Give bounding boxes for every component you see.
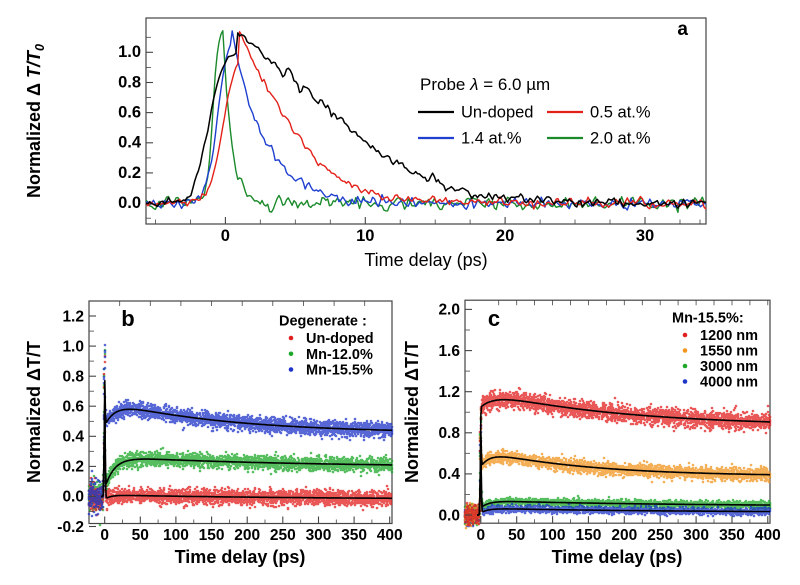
svg-text:Normalized ΔT/T: Normalized ΔT/T xyxy=(402,341,422,483)
svg-text:150: 150 xyxy=(199,527,225,544)
svg-text:1.2: 1.2 xyxy=(62,308,84,325)
svg-text:0.5 at.%: 0.5 at.% xyxy=(590,104,651,122)
svg-text:Un-doped: Un-doped xyxy=(306,331,374,347)
svg-text:0.8: 0.8 xyxy=(62,369,84,386)
svg-text:150: 150 xyxy=(575,527,601,544)
svg-text:0.2: 0.2 xyxy=(118,164,141,182)
svg-text:Mn-15.5%: Mn-15.5% xyxy=(306,363,373,379)
svg-text:30: 30 xyxy=(636,227,654,245)
svg-text:0.8: 0.8 xyxy=(118,73,141,91)
svg-text:Un-doped: Un-doped xyxy=(461,104,533,122)
svg-text:3000 nm: 3000 nm xyxy=(700,359,758,375)
svg-text:Normalized ΔT/T: Normalized ΔT/T xyxy=(24,341,44,483)
svg-text:Normalized Δ T/T0: Normalized Δ T/T0 xyxy=(24,44,47,198)
svg-text:200: 200 xyxy=(234,527,260,544)
svg-text:0.4: 0.4 xyxy=(118,134,142,152)
svg-text:20: 20 xyxy=(496,227,514,245)
svg-text:0.4: 0.4 xyxy=(62,429,84,446)
svg-text:2.0 at.%: 2.0 at.% xyxy=(590,130,651,148)
svg-text:1200 nm: 1200 nm xyxy=(700,328,758,344)
svg-text:a: a xyxy=(677,19,688,40)
svg-text:0.0: 0.0 xyxy=(62,489,84,506)
svg-text:1.0: 1.0 xyxy=(118,43,141,61)
svg-text:350: 350 xyxy=(341,527,367,544)
svg-text:1.4 at.%: 1.4 at.% xyxy=(461,130,522,148)
svg-text:1550 nm: 1550 nm xyxy=(700,344,758,360)
svg-text:10: 10 xyxy=(356,227,374,245)
svg-text:250: 250 xyxy=(647,527,673,544)
svg-text:Mn-15.5%:: Mn-15.5%: xyxy=(672,310,744,326)
svg-text:0: 0 xyxy=(221,227,230,245)
svg-text:0.8: 0.8 xyxy=(438,425,460,442)
svg-text:Degenerate :: Degenerate : xyxy=(279,314,367,330)
svg-text:1.0: 1.0 xyxy=(62,338,84,355)
svg-text:0: 0 xyxy=(100,527,109,544)
svg-text:Probe λ = 6.0 µm: Probe λ = 6.0 µm xyxy=(420,75,550,94)
svg-text:0.6: 0.6 xyxy=(62,399,84,416)
svg-text:-0.2: -0.2 xyxy=(57,519,84,536)
svg-text:2.0: 2.0 xyxy=(438,302,460,319)
svg-text:Time delay (ps): Time delay (ps) xyxy=(175,547,306,567)
svg-text:400: 400 xyxy=(377,527,403,544)
svg-text:400: 400 xyxy=(755,527,781,544)
svg-text:0.0: 0.0 xyxy=(118,194,141,212)
svg-text:100: 100 xyxy=(163,527,189,544)
svg-text:c: c xyxy=(488,306,500,331)
svg-text:0.6: 0.6 xyxy=(118,104,141,122)
svg-text:300: 300 xyxy=(683,527,709,544)
svg-text:0.2: 0.2 xyxy=(62,459,84,476)
svg-text:50: 50 xyxy=(132,527,149,544)
svg-text:350: 350 xyxy=(719,527,745,544)
svg-text:0.4: 0.4 xyxy=(438,466,460,483)
svg-text:0: 0 xyxy=(476,527,485,544)
svg-text:1.2: 1.2 xyxy=(438,384,460,401)
svg-text:50: 50 xyxy=(508,527,525,544)
svg-text:300: 300 xyxy=(306,527,332,544)
svg-text:b: b xyxy=(121,306,134,331)
svg-text:100: 100 xyxy=(540,527,566,544)
svg-text:Time delay (ps): Time delay (ps) xyxy=(364,250,487,270)
svg-text:Time delay (ps): Time delay (ps) xyxy=(552,547,683,567)
svg-text:1.6: 1.6 xyxy=(438,343,460,360)
svg-text:4000 nm: 4000 nm xyxy=(700,375,758,391)
svg-text:0.0: 0.0 xyxy=(438,507,460,524)
svg-text:200: 200 xyxy=(611,527,637,544)
svg-text:Mn-12.0%: Mn-12.0% xyxy=(306,347,373,363)
svg-text:250: 250 xyxy=(270,527,296,544)
